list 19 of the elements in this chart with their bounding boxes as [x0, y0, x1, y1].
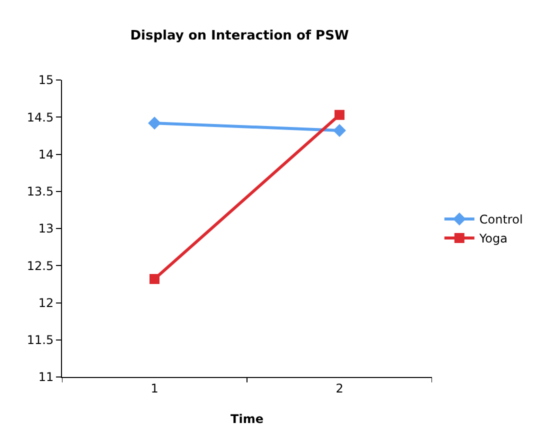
y-tick-label: 11.5: [26, 333, 54, 348]
legend-label: Control: [479, 212, 523, 227]
point: [148, 116, 161, 130]
legend-label: Yoga: [478, 232, 508, 246]
point: [150, 274, 160, 284]
x-tick-label: 2: [336, 381, 344, 396]
chart-title: Display on Interaction of PSW: [130, 28, 349, 44]
x-tick-label: 1: [150, 381, 158, 396]
x-axis-title: Time: [230, 412, 264, 426]
point: [334, 110, 344, 120]
y-tick-label: 13: [38, 222, 54, 236]
y-tick-label: 12.5: [26, 258, 54, 273]
y-tick-label: 13.5: [26, 184, 54, 199]
y-tick-label: 12: [38, 296, 54, 310]
y-tick-label: 11: [38, 370, 54, 384]
y-tick-label: 14.5: [26, 110, 54, 124]
y-tick-label: 14: [38, 147, 54, 162]
y-tick-label: 15: [38, 73, 54, 88]
point: [333, 124, 346, 137]
